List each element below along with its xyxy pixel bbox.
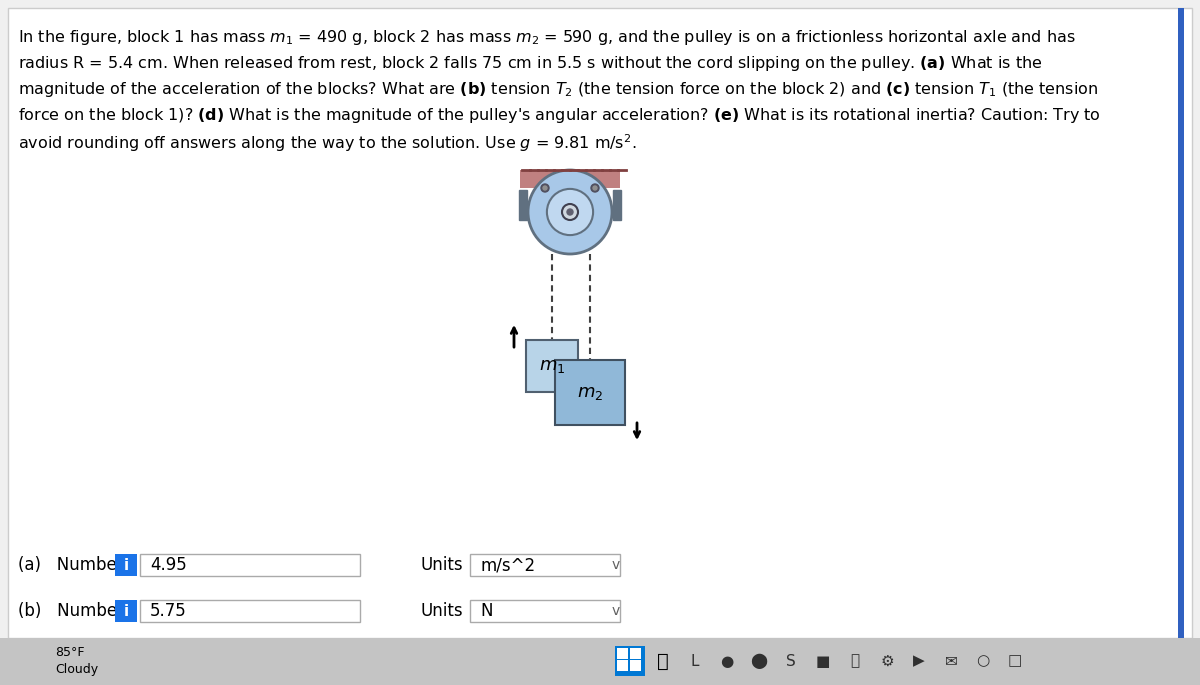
Circle shape (568, 209, 574, 215)
Circle shape (541, 184, 550, 192)
Text: i: i (124, 558, 128, 573)
Bar (115, 600, 137, 622)
Text: ○: ○ (977, 653, 990, 669)
Bar (470, 600, 620, 622)
Text: N: N (480, 602, 492, 620)
Bar (617, 648, 628, 659)
Text: m/s^2: m/s^2 (480, 556, 535, 574)
Bar (617, 660, 628, 671)
Text: In the figure, block 1 has mass $m_1$ = 490 g, block 2 has mass $m_2$ = 590 g, a: In the figure, block 1 has mass $m_1$ = … (18, 28, 1075, 47)
Circle shape (547, 189, 593, 235)
Text: ■: ■ (816, 653, 830, 669)
Bar (616, 646, 646, 676)
Text: ⚙: ⚙ (880, 653, 894, 669)
Bar (115, 554, 137, 576)
Text: 🔔: 🔔 (851, 653, 859, 669)
Text: (b)   Number: (b) Number (18, 602, 124, 620)
Bar (630, 648, 641, 659)
Text: v: v (612, 558, 620, 572)
Text: ▶: ▶ (913, 653, 925, 669)
Text: □: □ (1008, 653, 1022, 669)
Text: 85°F
Cloudy: 85°F Cloudy (55, 646, 98, 676)
Text: $m_2$: $m_2$ (577, 384, 604, 401)
Text: 🔍: 🔍 (658, 651, 668, 671)
Text: Units: Units (420, 556, 463, 574)
Circle shape (593, 186, 598, 190)
Text: (a)   Number: (a) Number (18, 556, 124, 574)
Text: ●: ● (720, 653, 733, 669)
Text: $m_1$: $m_1$ (539, 357, 565, 375)
Text: v: v (612, 604, 620, 618)
Circle shape (542, 186, 547, 190)
Text: i: i (124, 603, 128, 619)
Text: Units: Units (420, 602, 463, 620)
Bar (520, 190, 527, 220)
Bar (140, 554, 360, 576)
Bar (554, 360, 625, 425)
Text: ✉: ✉ (944, 653, 958, 669)
Circle shape (592, 184, 599, 192)
Bar (1178, 8, 1184, 638)
Bar (526, 340, 578, 392)
Bar (520, 170, 620, 188)
Text: 5.75: 5.75 (150, 602, 187, 620)
Circle shape (528, 170, 612, 254)
Text: L: L (691, 653, 700, 669)
Text: radius R = 5.4 cm. When released from rest, block 2 falls 75 cm in 5.5 s without: radius R = 5.4 cm. When released from re… (18, 54, 1043, 73)
Bar (613, 190, 622, 220)
Text: avoid rounding off answers along the way to the solution. Use $g$ = 9.81 m/s$^2$: avoid rounding off answers along the way… (18, 132, 636, 153)
Bar (0, 638, 1200, 685)
Text: ⬤: ⬤ (750, 653, 768, 669)
Bar (470, 554, 620, 576)
Bar (630, 660, 641, 671)
Text: S: S (786, 653, 796, 669)
Text: magnitude of the acceleration of the blocks? What are $\mathbf{(b)}$ tension $T_: magnitude of the acceleration of the blo… (18, 80, 1098, 99)
Text: 4.95: 4.95 (150, 556, 187, 574)
Circle shape (562, 204, 578, 220)
Bar (140, 600, 360, 622)
Text: force on the block 1)? $\mathbf{(d)}$ What is the magnitude of the pulley's angu: force on the block 1)? $\mathbf{(d)}$ Wh… (18, 106, 1100, 125)
